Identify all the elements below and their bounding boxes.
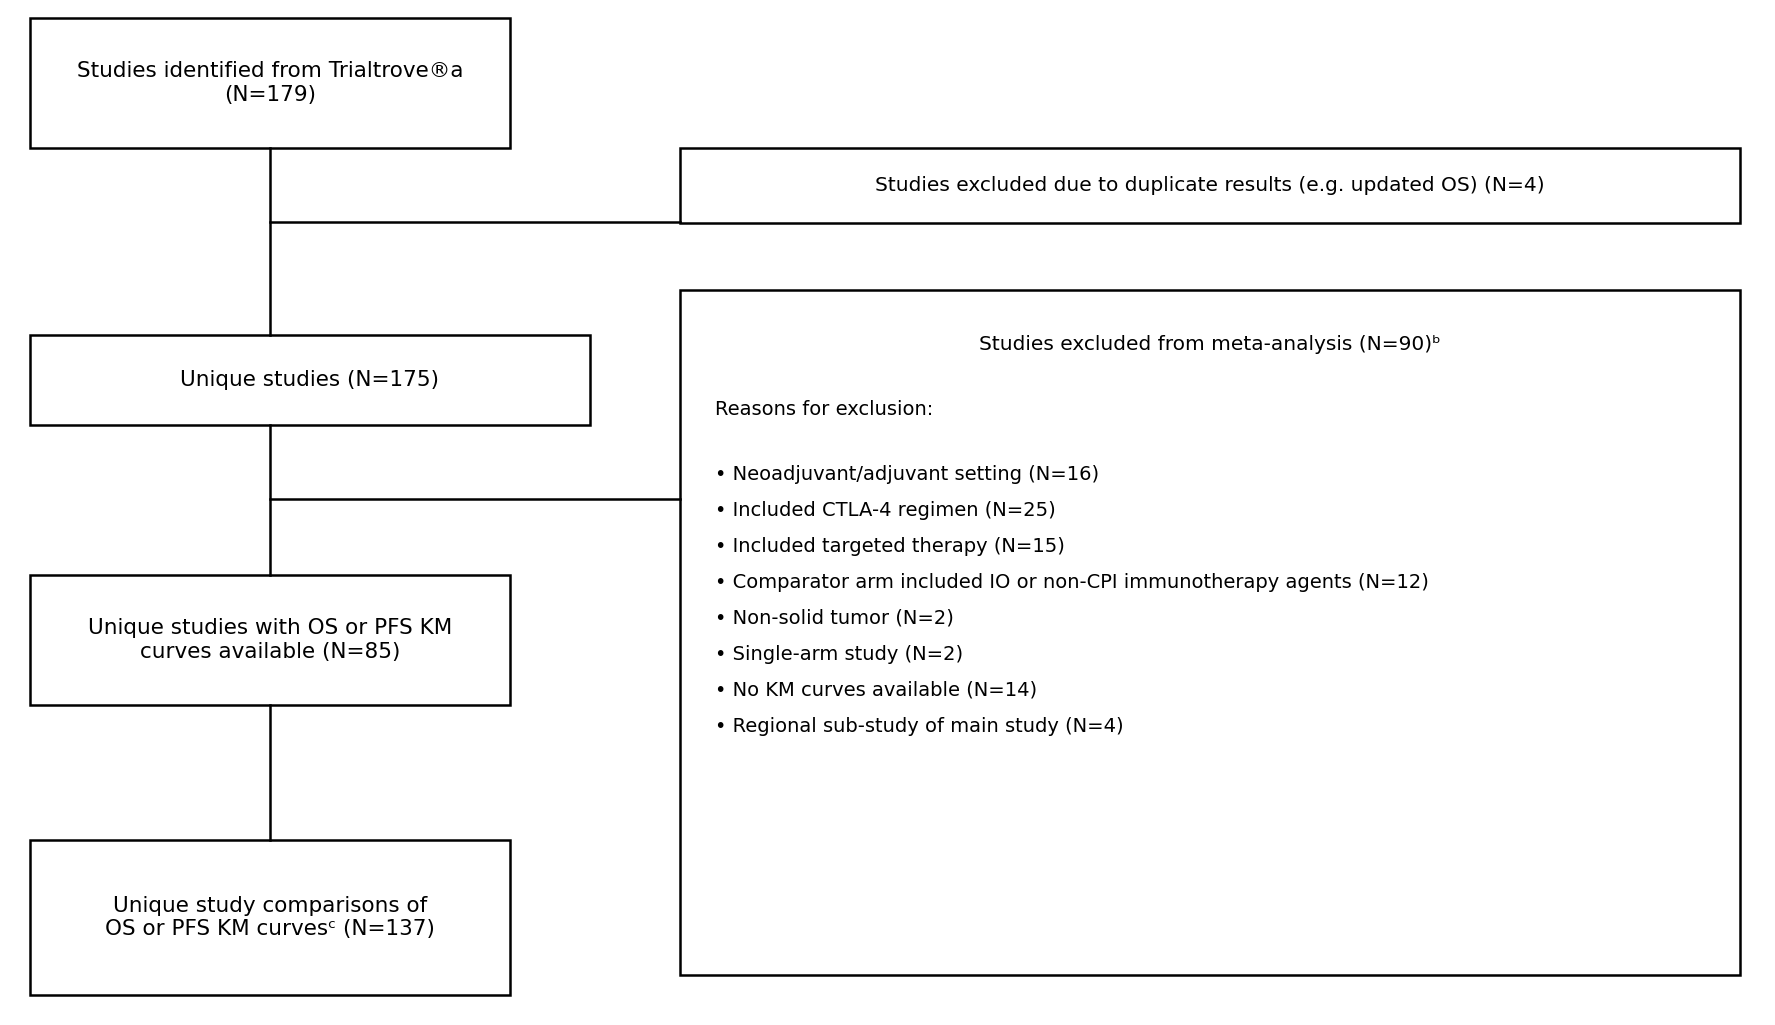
Text: • Regional sub-study of main study (N=4): • Regional sub-study of main study (N=4) xyxy=(715,718,1124,736)
Bar xyxy=(30,18,509,148)
Bar xyxy=(30,335,589,425)
Bar xyxy=(680,148,1740,223)
Text: Unique studies with OS or PFS KM
curves available (N=85): Unique studies with OS or PFS KM curves … xyxy=(89,618,453,661)
Text: • Neoadjuvant/adjuvant setting (N=16): • Neoadjuvant/adjuvant setting (N=16) xyxy=(715,465,1099,484)
Text: Studies excluded due to duplicate results (e.g. updated OS) (N=4): Studies excluded due to duplicate result… xyxy=(875,176,1544,195)
Text: • Non-solid tumor (N=2): • Non-solid tumor (N=2) xyxy=(715,609,953,628)
Text: Studies identified from Trialtrove®a
(N=179): Studies identified from Trialtrove®a (N=… xyxy=(76,62,463,105)
Text: • Single-arm study (N=2): • Single-arm study (N=2) xyxy=(715,645,964,664)
Text: • Included targeted therapy (N=15): • Included targeted therapy (N=15) xyxy=(715,537,1065,556)
Text: • Comparator arm included IO or non-CPI immunotherapy agents (N=12): • Comparator arm included IO or non-CPI … xyxy=(715,573,1429,592)
Bar xyxy=(680,290,1740,975)
Text: Studies excluded from meta-analysis (N=90)ᵇ: Studies excluded from meta-analysis (N=9… xyxy=(980,335,1441,354)
Bar xyxy=(30,575,509,705)
Text: Unique study comparisons of
OS or PFS KM curvesᶜ (N=137): Unique study comparisons of OS or PFS KM… xyxy=(105,896,435,939)
Bar xyxy=(30,840,509,995)
Text: • No KM curves available (N=14): • No KM curves available (N=14) xyxy=(715,681,1037,700)
Text: • Included CTLA-4 regimen (N=25): • Included CTLA-4 regimen (N=25) xyxy=(715,501,1056,520)
Text: Reasons for exclusion:: Reasons for exclusion: xyxy=(715,400,934,419)
Text: Unique studies (N=175): Unique studies (N=175) xyxy=(181,370,440,390)
